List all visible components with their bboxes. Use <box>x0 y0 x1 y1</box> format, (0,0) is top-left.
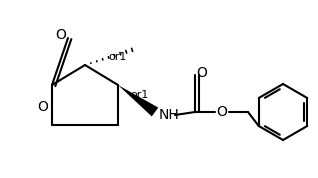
Text: O: O <box>217 105 227 119</box>
Text: or1: or1 <box>108 52 126 62</box>
Text: O: O <box>56 28 66 42</box>
Text: O: O <box>38 100 48 114</box>
Text: O: O <box>197 66 207 80</box>
Polygon shape <box>118 85 158 116</box>
Text: NH: NH <box>159 108 179 122</box>
Text: or1: or1 <box>130 90 149 100</box>
